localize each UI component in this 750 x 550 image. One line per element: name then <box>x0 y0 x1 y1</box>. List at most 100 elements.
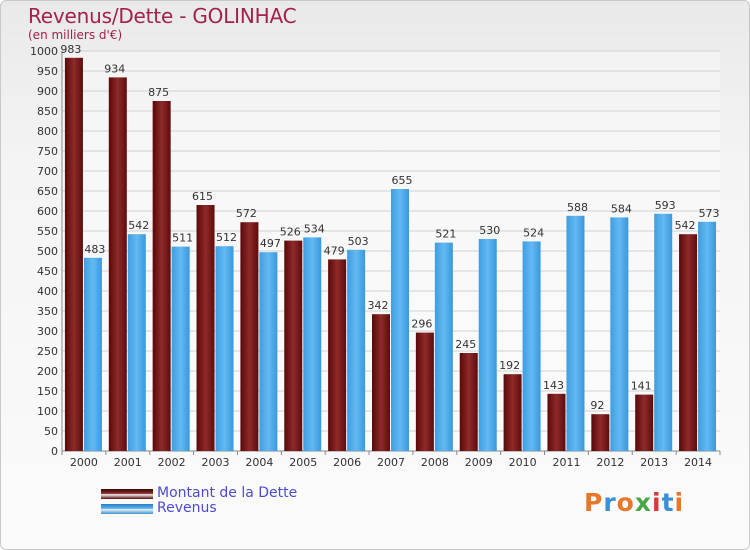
y-tick-label: 500 <box>37 245 58 258</box>
x-tick-label: 2009 <box>465 456 493 469</box>
bar-debt <box>328 259 347 451</box>
y-tick-label: 950 <box>37 65 58 78</box>
data-label-revenue: 588 <box>567 201 588 214</box>
bar-debt <box>503 374 522 451</box>
legend-swatch-debt <box>101 489 153 499</box>
bar-debt <box>591 414 610 451</box>
logo-letter: i <box>674 488 685 517</box>
y-tick-label: 850 <box>37 105 58 118</box>
bar-revenue <box>522 241 541 451</box>
bar-revenue <box>127 234 146 451</box>
bar-debt <box>108 77 127 452</box>
logo-letter: P <box>584 488 604 517</box>
bar-revenue <box>215 246 234 451</box>
data-label-revenue: 521 <box>435 228 456 241</box>
data-label-debt: 296 <box>411 318 432 331</box>
bar-debt <box>635 394 654 451</box>
data-label-debt: 245 <box>455 338 476 351</box>
y-tick-label: 800 <box>37 125 58 138</box>
data-label-debt: 572 <box>236 207 257 220</box>
bar-debt <box>547 393 566 451</box>
data-label-revenue: 503 <box>348 235 369 248</box>
y-tick-label: 200 <box>37 365 58 378</box>
x-tick-label: 2004 <box>245 456 273 469</box>
x-tick-label: 2002 <box>158 456 186 469</box>
proxiti-logo: Proxiti <box>584 488 684 517</box>
legend-swatch-revenue <box>101 504 153 514</box>
chart-subtitle: (en milliers d'€) <box>28 28 123 42</box>
bar-debt <box>196 205 215 451</box>
data-label-revenue: 512 <box>216 231 237 244</box>
y-tick-label: 550 <box>37 225 58 238</box>
bar-revenue <box>566 215 585 451</box>
bar-revenue <box>391 189 409 451</box>
x-tick-label: 2008 <box>421 456 449 469</box>
y-tick-label: 750 <box>37 145 58 158</box>
y-tick-label: 50 <box>44 425 58 438</box>
y-tick-label: 450 <box>37 265 58 278</box>
bar-revenue <box>610 217 629 451</box>
x-tick-label: 2000 <box>70 456 98 469</box>
data-label-revenue: 584 <box>611 202 632 215</box>
bar-debt <box>372 314 390 451</box>
x-tick-label: 2003 <box>202 456 230 469</box>
y-tick-label: 250 <box>37 345 58 358</box>
y-tick-label: 0 <box>51 445 58 458</box>
logo-letter: i <box>652 488 662 517</box>
data-label-revenue: 483 <box>84 243 105 256</box>
data-label-revenue: 655 <box>392 174 413 187</box>
data-label-debt: 479 <box>324 244 345 257</box>
bar-revenue <box>698 221 717 451</box>
y-tick-label: 900 <box>37 85 58 98</box>
x-tick-label: 2007 <box>377 456 405 469</box>
y-tick-label: 400 <box>37 285 58 298</box>
bar-revenue <box>434 242 453 451</box>
bar-debt <box>64 57 83 452</box>
logo-letter: r <box>603 488 617 517</box>
data-label-revenue: 593 <box>655 199 676 212</box>
y-tick-label: 100 <box>37 405 58 418</box>
x-tick-label: 2001 <box>114 456 142 469</box>
data-label-debt: 526 <box>280 226 301 239</box>
x-tick-label: 2011 <box>552 456 580 469</box>
data-label-debt: 143 <box>543 379 564 392</box>
legend-label-debt: Montant de la Dette <box>157 485 298 501</box>
data-label-debt: 875 <box>148 86 169 99</box>
x-tick-label: 2006 <box>333 456 361 469</box>
bar-revenue <box>347 249 366 451</box>
data-label-debt: 192 <box>499 359 520 372</box>
y-tick-label: 1000 <box>30 45 58 58</box>
bar-revenue <box>303 237 322 451</box>
bar-revenue <box>654 213 673 451</box>
chart-title: Revenus/Dette - GOLINHAC <box>28 4 297 28</box>
logo-letter: t <box>661 488 675 517</box>
data-label-debt: 92 <box>590 399 604 412</box>
data-label-revenue: 573 <box>699 207 720 220</box>
legend-label-revenue: Revenus <box>157 500 217 516</box>
y-tick-label: 300 <box>37 325 58 338</box>
bar-debt <box>679 234 698 451</box>
data-label-debt: 934 <box>104 62 125 75</box>
y-tick-label: 700 <box>37 165 58 178</box>
x-tick-label: 2012 <box>596 456 624 469</box>
data-label-debt: 342 <box>368 299 389 312</box>
y-tick-label: 650 <box>37 185 58 198</box>
bar-debt <box>459 353 478 451</box>
data-label-debt: 141 <box>631 380 652 393</box>
y-tick-label: 600 <box>37 205 58 218</box>
bar-debt <box>240 222 259 451</box>
bar-debt <box>415 332 434 451</box>
x-tick-label: 2010 <box>509 456 537 469</box>
bar-revenue <box>171 246 190 451</box>
y-tick-label: 150 <box>37 385 58 398</box>
data-label-revenue: 530 <box>479 224 500 237</box>
data-label-debt: 542 <box>675 219 696 232</box>
y-tick-label: 350 <box>37 305 58 318</box>
logo-letter: x <box>634 488 652 517</box>
data-label-revenue: 511 <box>172 232 193 245</box>
data-label-revenue: 524 <box>523 226 544 239</box>
data-label-revenue: 497 <box>260 237 281 250</box>
data-label-revenue: 542 <box>128 219 149 232</box>
